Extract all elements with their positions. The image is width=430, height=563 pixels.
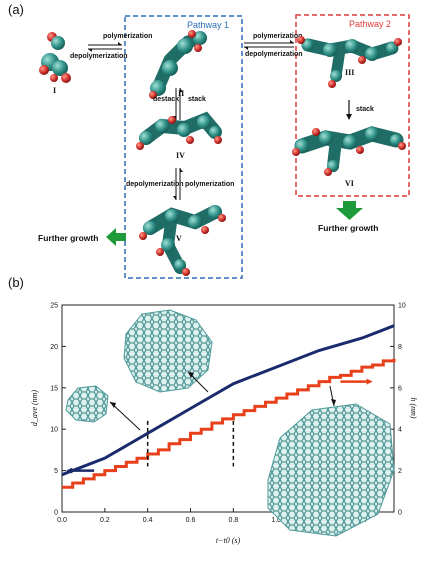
label-v: V [176,234,182,243]
y-axis-label-left: d_ave (nm) [30,390,39,427]
y-tick-label-left: 10 [50,427,58,434]
further-growth-left-text: Further growth [38,233,98,243]
green-arrow-left-icon [106,228,126,246]
label-ii: II [178,89,184,98]
molecule-v [139,205,226,276]
reaction-stack-2: stack [356,106,374,113]
graphene-flake-medium [123,309,213,393]
x-tick-label: 0.6 [186,517,196,524]
y-tick-label-right: 6 [398,385,402,392]
molecule-iv [136,111,222,150]
reaction-stack-1: stack [188,96,206,103]
label-iii: III [345,68,354,77]
molecule-vi [292,126,406,176]
reaction-polymerization-2: polymerization [185,181,234,188]
stack-arrowhead-icon [346,114,352,120]
graphene-flake-large [267,403,395,537]
reaction-depolymerization-3: depolymerization [245,51,303,58]
molecule-i [39,32,71,83]
graphene-flake-small [65,385,109,423]
reaction-destack: destack [153,96,179,103]
left-axis-arrowhead-icon [66,467,73,474]
y-tick-label-left: 5 [54,468,58,475]
x-axis-label: t−t0 (s) [216,536,241,545]
series-line-h [62,358,396,489]
y-axis-label-right: h (nm) [409,397,418,418]
y-tick-label-left: 15 [50,385,58,392]
x-tick-label: 1.0 [271,517,281,524]
y-tick-label-right: 0 [398,510,402,517]
y-tick-label-left: 0 [54,510,58,517]
pointer-arrow-1 [109,401,141,431]
x-tick-label: 0.2 [100,517,110,524]
label-iv: IV [176,151,185,160]
pathway1-title: Pathway 1 [187,20,229,30]
reaction-polymerization-3: polymerization [253,33,302,40]
x-tick-label: 0.0 [57,517,67,524]
y-tick-label-left: 20 [50,344,58,351]
panel-b-label: (b) [8,275,24,290]
label-i: I [53,86,56,95]
y-tick-label-right: 2 [398,468,402,475]
y-tick-label-right: 4 [398,427,402,434]
pathway2-title: Pathway 2 [349,19,391,29]
reaction-depolymerization-2: depolymerization [126,181,184,188]
equilibrium-arrow-i-ii [88,42,122,52]
y-tick-label-right: 10 [398,303,406,310]
x-tick-label: 0.8 [228,517,238,524]
molecule-iii [297,36,402,88]
equilibrium-arrow-ii-iii [244,40,294,50]
pathway2-box [295,14,410,197]
right-axis-arrowhead-icon [366,378,373,385]
molecule-ii [149,30,207,99]
panel-a-label: (a) [8,2,24,17]
y-tick-label-right: 8 [398,344,402,351]
plot-frame [61,304,395,513]
reaction-polymerization-1: polymerization [103,33,152,40]
y-tick-label-left: 25 [50,303,58,310]
equilibrium-arrow-iv-v [173,168,183,200]
reaction-depolymerization-1: depolymerization [70,53,128,60]
further-growth-right-text: Further growth [318,223,378,233]
pathway1-box [124,15,243,279]
green-arrow-down-icon [336,201,363,220]
x-tick-label: 0.4 [143,517,153,524]
series-line-dave [61,324,395,477]
label-vi: VI [345,179,354,188]
